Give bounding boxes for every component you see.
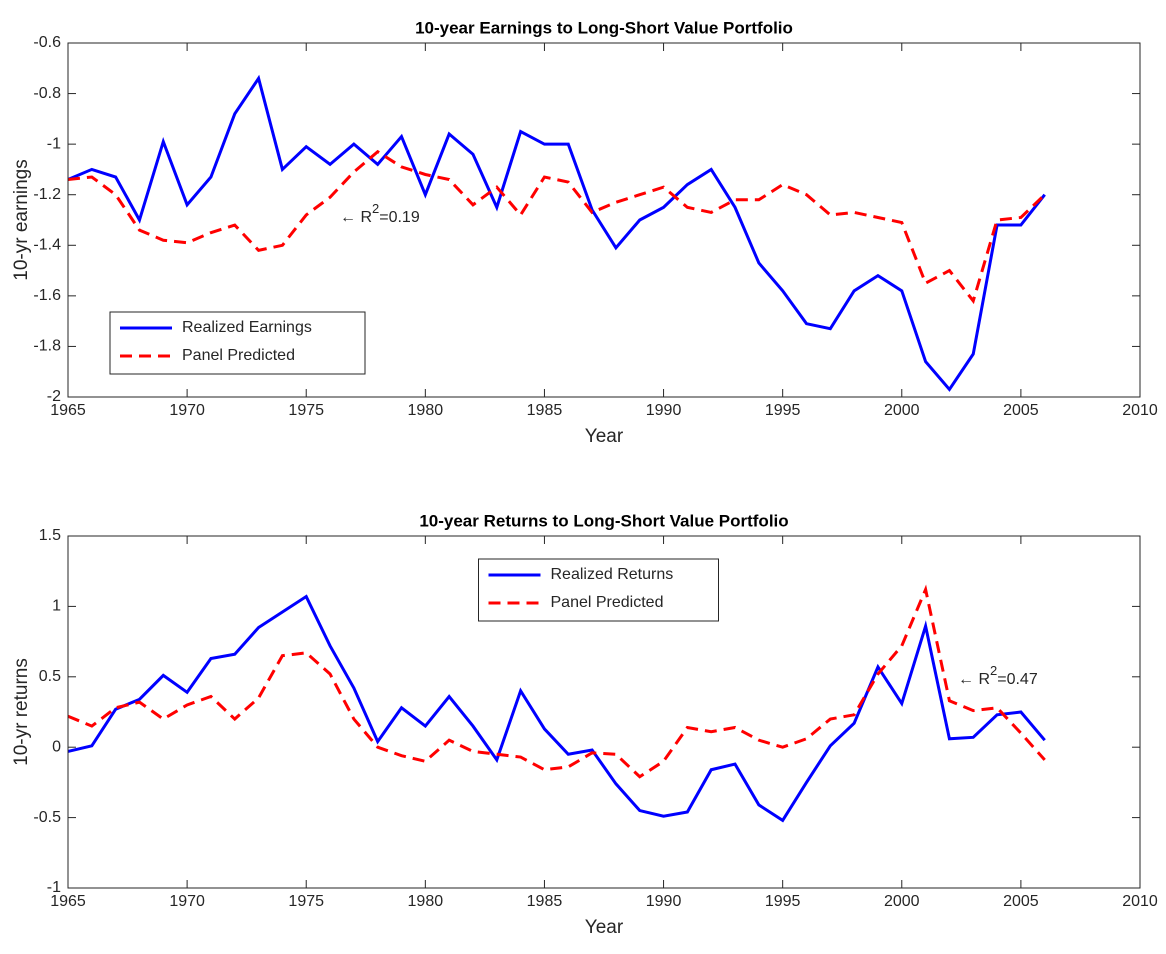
y-tick-label: -1.6 (33, 287, 61, 304)
x-tick-label: 1995 (765, 402, 801, 419)
annotation-superscript: 2 (372, 201, 379, 216)
y-tick-label: 0.5 (39, 668, 61, 685)
y-tick-label: -1 (47, 135, 61, 152)
series-line (67, 584, 1046, 779)
y-tick-label: -1 (47, 879, 61, 896)
y-tick-label: 0 (52, 738, 61, 755)
y-axis-label: 10-yr earnings (11, 159, 32, 280)
x-tick-label: 1990 (646, 402, 682, 419)
y-tick-label: 1.5 (39, 527, 61, 544)
y-tick-label: -0.6 (33, 34, 61, 51)
axes-box (67, 535, 1141, 889)
x-tick-label: 1985 (527, 893, 563, 910)
x-tick-label: 1975 (288, 402, 324, 419)
x-tick-label: 2010 (1122, 402, 1158, 419)
series-line (67, 74, 1046, 392)
y-tick-label: -1.8 (33, 338, 61, 355)
y-tick-label: 1 (52, 598, 61, 615)
annotation: ← R2=0.47 (958, 663, 1038, 688)
x-tick-label: 2000 (884, 402, 920, 419)
x-tick-label: 1990 (646, 893, 682, 910)
y-tick-label: -0.8 (33, 85, 61, 102)
legend-label: Panel Predicted (182, 347, 295, 364)
x-tick-label: 1975 (288, 893, 324, 910)
x-tick-label: 2010 (1122, 893, 1158, 910)
x-axis-label: Year (585, 426, 624, 447)
legend-box (109, 311, 366, 375)
x-axis-label: Year (585, 917, 624, 938)
x-tick-label: 1965 (50, 402, 86, 419)
annotation-suffix: =0.19 (379, 209, 420, 226)
annotation-superscript: 2 (990, 663, 997, 678)
legend-box (478, 558, 719, 622)
y-tick-label: -1.2 (33, 186, 61, 203)
annotation-prefix: ← R (340, 209, 372, 226)
legend-label: Realized Returns (551, 566, 674, 583)
annotation-suffix: =0.47 (997, 671, 1038, 688)
x-tick-label: 1985 (527, 402, 563, 419)
chart-title: 10-year Returns to Long-Short Value Port… (419, 511, 788, 530)
x-tick-label: 1970 (169, 402, 205, 419)
annotation-prefix: ← R (958, 671, 990, 688)
y-axis-label: 10-yr returns (11, 658, 32, 766)
legend-label: Panel Predicted (551, 594, 664, 611)
series-line (67, 149, 1046, 305)
series-line (67, 594, 1046, 823)
annotation: ← R2=0.19 (340, 201, 420, 226)
x-tick-label: 1980 (408, 893, 444, 910)
y-tick-label: -0.5 (33, 809, 61, 826)
y-tick-label: -1.4 (33, 237, 61, 254)
x-tick-label: 2005 (1003, 893, 1039, 910)
x-tick-label: 2000 (884, 893, 920, 910)
legend-label: Realized Earnings (182, 319, 312, 336)
x-tick-label: 2005 (1003, 402, 1039, 419)
axes-box (67, 42, 1141, 398)
chart-title: 10-year Earnings to Long-Short Value Por… (415, 18, 793, 37)
x-tick-label: 1965 (50, 893, 86, 910)
y-tick-label: -2 (47, 388, 61, 405)
x-tick-label: 1970 (169, 893, 205, 910)
x-tick-label: 1980 (408, 402, 444, 419)
x-tick-label: 1995 (765, 893, 801, 910)
